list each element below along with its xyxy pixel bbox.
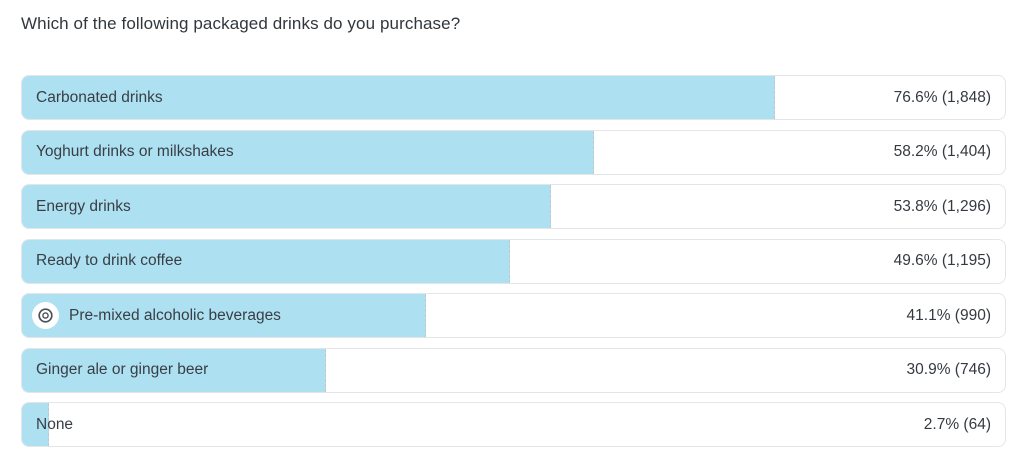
bar-fill	[22, 76, 775, 119]
bar-label: Yoghurt drinks or milkshakes	[36, 143, 234, 160]
row-content: Pre-mixed alcoholic beverages 41.1% (990…	[22, 294, 1005, 337]
bar-fill	[22, 294, 426, 337]
bar-fill	[22, 185, 551, 228]
bar-label: Pre-mixed alcoholic beverages	[69, 306, 281, 324]
bar-row-energy-drinks[interactable]: Energy drinks 53.8% (1,296)	[21, 184, 1006, 229]
bar-value: 2.7% (64)	[923, 415, 991, 433]
bar-chart: Carbonated drinks 76.6% (1,848) Yoghurt …	[21, 75, 1006, 447]
bar-label: Energy drinks	[36, 197, 131, 215]
bar-fill	[22, 348, 326, 392]
bar-value: 53.8% (1,296)	[893, 197, 991, 215]
bar-value: 49.6% (1,195)	[893, 252, 991, 269]
bar-label: Ready to drink coffee	[36, 252, 183, 269]
bar-value: 58.2% (1,404)	[893, 143, 991, 160]
bar-fill	[22, 239, 510, 283]
bar-row-ginger-ale[interactable]: Ginger ale or ginger beer 30.9% (746)	[21, 347, 1006, 393]
bar-value: 41.1% (990)	[906, 306, 991, 324]
bar-value: 30.9% (746)	[906, 361, 991, 378]
bar-row-ready-to-drink-coffee[interactable]: Ready to drink coffee 49.6% (1,195)	[21, 238, 1006, 284]
page-title: Which of the following packaged drinks d…	[21, 14, 461, 33]
bar-row-pre-mixed-alcoholic-beverages[interactable]: Pre-mixed alcoholic beverages 41.1% (990…	[21, 293, 1006, 338]
bar-fill	[22, 403, 49, 446]
row-content: Yoghurt drinks or milkshakes 58.2% (1,40…	[22, 131, 1005, 174]
bar-row-yoghurt-drinks[interactable]: Yoghurt drinks or milkshakes 58.2% (1,40…	[21, 129, 1006, 175]
bar-value: 76.6% (1,848)	[893, 88, 991, 106]
row-content: Ready to drink coffee 49.6% (1,195)	[22, 240, 1005, 283]
target-icon	[32, 302, 59, 329]
bar-label: Carbonated drinks	[36, 88, 163, 106]
row-content: Carbonated drinks 76.6% (1,848)	[22, 76, 1005, 119]
bar-fill	[22, 130, 595, 174]
row-content: None 2.7% (64)	[22, 403, 1005, 446]
bar-row-carbonated-drinks[interactable]: Carbonated drinks 76.6% (1,848)	[21, 75, 1006, 120]
bar-row-none[interactable]: None 2.7% (64)	[21, 402, 1006, 447]
bar-label: None	[36, 415, 74, 433]
row-content: Ginger ale or ginger beer 30.9% (746)	[22, 349, 1005, 392]
row-content: Energy drinks 53.8% (1,296)	[22, 185, 1005, 228]
bar-label: Ginger ale or ginger beer	[36, 361, 209, 378]
